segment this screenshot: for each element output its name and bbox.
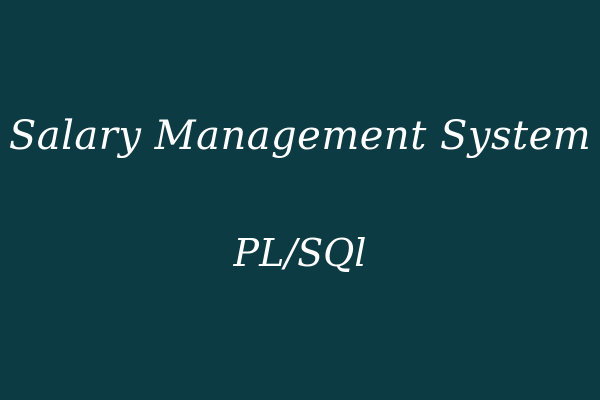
slide-subtitle: PL/SQl bbox=[233, 231, 367, 275]
slide-title: Salary Management System bbox=[8, 113, 592, 159]
